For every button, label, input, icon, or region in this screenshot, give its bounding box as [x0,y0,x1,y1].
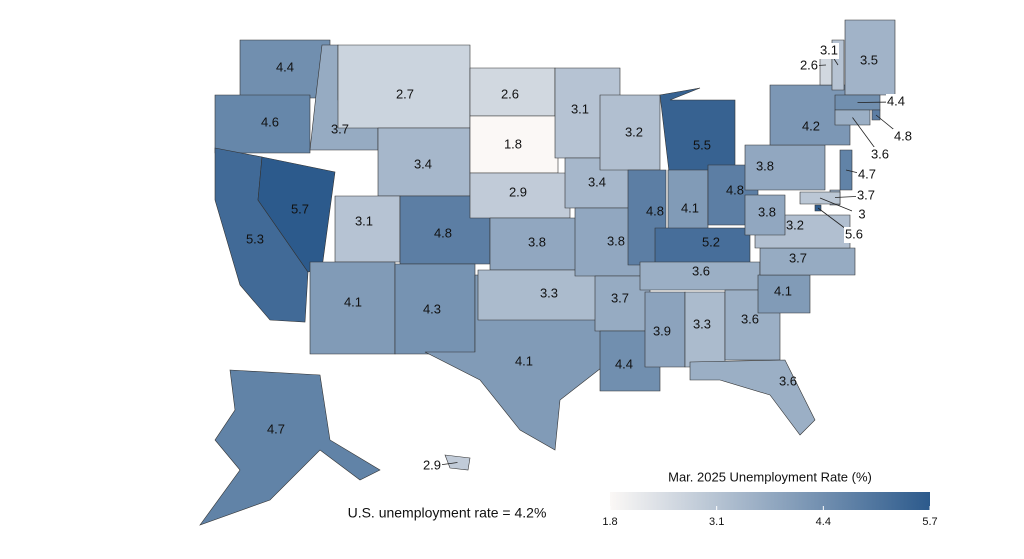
label-bg [819,43,839,59]
state-label: 3.2 [625,124,643,139]
state-label: 4.4 [887,93,905,108]
label-bg [870,147,890,163]
state [214,94,311,154]
state-label: 2.6 [800,57,818,72]
state-label: 5.2 [702,234,720,249]
state-label: 4.8 [646,203,664,218]
state-label: 3.7 [611,290,629,305]
state-label: 3.5 [860,52,878,67]
state [744,194,786,236]
state-label: 3.2 [786,217,804,232]
state-label: 3.4 [588,174,606,189]
state-label: 3.6 [871,146,889,161]
annotation: U.S. unemployment rate = 4.2% [348,505,547,521]
state-label: 4.1 [344,294,362,309]
state-label: 5.3 [246,231,264,246]
legend-tick-label: 3.1 [709,516,724,528]
state-label: 5.5 [693,137,711,152]
state-label: 4.1 [681,200,699,215]
state-label: 3.9 [653,323,671,338]
colorbar [610,492,930,510]
state-label: 2.9 [423,457,441,472]
state-label: 3.3 [540,285,558,300]
state-label: 3.8 [528,234,546,249]
state-label: 4.8 [894,128,912,143]
label-bg [893,129,913,145]
label-bg [856,188,876,204]
state-label: 3.7 [789,250,807,265]
state-label: 3.7 [857,187,875,202]
legend: 1.8 3.1 4.4 5.7 [602,506,938,528]
states [199,19,896,526]
state-label: 3.7 [331,121,349,136]
state-label: 3.8 [758,204,776,219]
legend-tick-label: 5.7 [922,516,937,528]
label-bg [852,207,872,223]
label-bg [886,94,906,110]
state-label: 3.6 [741,311,759,326]
label-bg [844,227,864,243]
state-label: 4.1 [515,353,533,368]
state-label: 4.7 [858,166,876,181]
state-label: 4.8 [434,225,452,240]
state-label: 2.7 [396,86,414,101]
state-label: 3.4 [414,156,432,171]
state-label: 3.8 [756,158,774,173]
legend-tick-label: 1.8 [602,516,617,528]
state-label: 3.6 [692,263,710,278]
state-label: 3.6 [779,373,797,388]
state-label: 1.8 [504,136,522,151]
state-label: 4.4 [276,59,294,74]
state-label: 4.8 [726,182,744,197]
state-label: 5.6 [845,226,863,241]
state-label: 3 [858,206,865,221]
label-bg [799,58,819,74]
state-label: 3.8 [607,233,625,248]
state-label: 4.6 [261,114,279,129]
state [689,359,816,436]
state [759,247,856,276]
state-label: 4.1 [774,283,792,298]
state-label: 4.7 [267,421,285,436]
state-label: 3.1 [820,42,838,57]
state-label: 4.4 [615,356,633,371]
state [334,195,401,263]
state-label: 4.2 [802,118,820,133]
legend-tick-label: 4.4 [816,516,831,528]
label-bg [857,167,877,183]
legend-title: Mar. 2025 Unemployment Rate (%) [668,469,872,484]
state-label: 2.9 [509,184,527,199]
label-bg [422,458,442,474]
state-labels: 4.4 4.6 5.3 5.7 3.7 2.7 3.4 3.1 4.1 4.8 4.3 2.6 1.8 2… [246,42,913,474]
state-label: 2.6 [501,86,519,101]
state [477,269,599,321]
state-label: 3.1 [355,213,373,228]
state-label: 3.1 [571,101,589,116]
state-label: 4.3 [423,301,441,316]
state [199,369,381,526]
state-label: 5.7 [291,201,309,216]
state-label: 3.3 [693,316,711,331]
